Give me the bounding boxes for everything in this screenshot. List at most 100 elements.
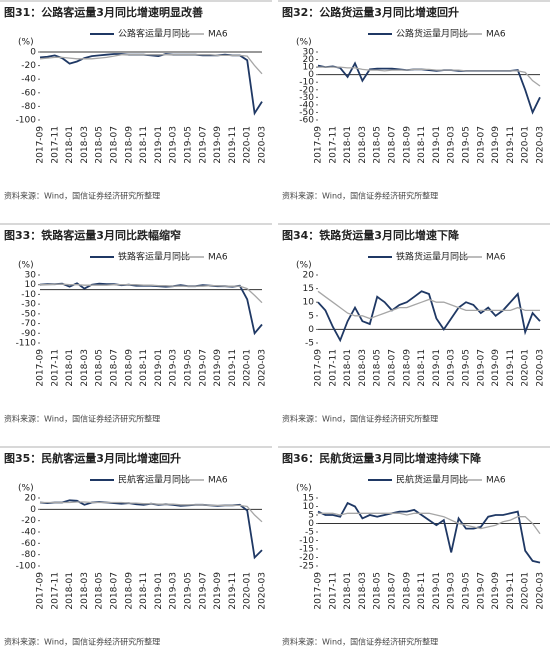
x-tick-label: 2018-09: [402, 126, 412, 164]
source-note: 资料来源：Wind，国信证券经济研究所整理: [4, 414, 160, 424]
x-tick-label: 2019-07: [476, 572, 486, 610]
y-tick-label: 30: [25, 271, 37, 281]
x-tick-label: 2018-01: [65, 572, 75, 610]
series-line: [39, 54, 263, 75]
y-tick-label: -10: [21, 290, 36, 300]
x-tick-label: 2018-07: [110, 349, 120, 387]
y-tick-label: 15: [303, 494, 314, 504]
x-tick-label: 2018-09: [124, 572, 134, 610]
x-tick-label: 2018-03: [358, 349, 368, 387]
x-tick-label: 2020-01: [243, 349, 253, 387]
x-tick-label: 2018-01: [343, 572, 353, 610]
x-tick-label: 2018-09: [402, 572, 412, 610]
x-tick-label: 2017-11: [328, 572, 338, 610]
y-tick-label: -10: [299, 536, 314, 546]
x-tick-label: 2018-05: [95, 572, 105, 610]
x-tick-label: 2018-03: [80, 126, 90, 164]
legend-label: 公路货运量月同比: [396, 28, 468, 40]
series-line: [40, 501, 263, 523]
x-tick-label: 2019-07: [198, 572, 208, 610]
x-tick-label: 2019-01: [432, 572, 442, 610]
y-tick-label: 5: [308, 511, 314, 521]
y-tick-label: -70: [21, 319, 36, 329]
legend-label: 铁路货运量月同比: [396, 251, 468, 263]
y-tick-label: 15: [303, 284, 314, 294]
y-tick-label: -20: [299, 85, 314, 95]
y-tick-label: 10: [303, 298, 315, 308]
y-tick-label: -15: [299, 545, 314, 555]
y-tick-label: -80: [21, 102, 36, 112]
x-tick-label: 2019-05: [462, 349, 472, 387]
y-tick-label: 0: [308, 70, 314, 80]
x-tick-label: 2017-11: [50, 126, 60, 164]
x-tick-label: 2017-09: [314, 126, 324, 164]
x-tick-label: 2018-11: [417, 572, 427, 610]
x-tick-label: 2017-09: [314, 349, 324, 387]
y-tick-label: 20: [303, 55, 315, 65]
series-line: [40, 283, 263, 304]
y-tick-label: 0: [30, 505, 36, 515]
y-tick-label: 5: [308, 311, 314, 321]
source-note: 资料来源：Wind，国信证券经济研究所整理: [282, 414, 438, 424]
x-tick-label: 2019-11: [228, 126, 238, 164]
source-note: 资料来源：Wind，国信证券经济研究所整理: [4, 191, 160, 201]
x-tick-label: 2017-11: [328, 349, 338, 387]
x-tick-label: 2017-09: [314, 572, 324, 610]
chart-title: 图31：公路客运量3月同比增速明显改善: [4, 5, 203, 19]
x-tick-label: 2018-01: [65, 349, 75, 387]
x-tick-label: 2018-11: [417, 126, 427, 164]
x-tick-label: 2018-03: [80, 572, 90, 610]
y-axis-unit: (%): [18, 261, 34, 271]
y-tick-label: 10: [303, 502, 315, 512]
x-tick-label: 2020-01: [521, 572, 531, 610]
x-tick-label: 2017-09: [36, 572, 46, 610]
y-axis-unit: (%): [296, 38, 312, 48]
x-tick-label: 2019-09: [213, 349, 223, 387]
y-tick-label: 0: [308, 519, 314, 529]
y-tick-label: -20: [21, 516, 36, 526]
chart-title: 图36：民航货运量3月同比增速持续下降: [282, 451, 482, 465]
x-tick-label: 2018-07: [388, 572, 398, 610]
x-tick-label: 2019-03: [447, 572, 457, 610]
x-tick-label: 2018-05: [95, 349, 105, 387]
x-tick-label: 2019-05: [462, 572, 472, 610]
x-tick-label: 2020-03: [258, 126, 268, 164]
x-tick-label: 2017-11: [50, 349, 60, 387]
x-tick-label: 2019-11: [506, 126, 516, 164]
x-tick-label: 2019-01: [154, 572, 164, 610]
chart-panel: 图32：公路货运量3月同比增速回升 (%) -60-50-40-30-20-1001…: [278, 0, 550, 201]
source-note: 资料来源：Wind，国信证券经济研究所整理: [282, 637, 438, 647]
x-tick-label: 2018-07: [388, 126, 398, 164]
x-tick-label: 2019-05: [462, 126, 472, 164]
series-line: [317, 290, 541, 343]
x-tick-label: 2017-09: [36, 126, 46, 164]
x-tick-label: 2018-07: [110, 126, 120, 164]
y-tick-label: -40: [21, 75, 36, 85]
x-tick-label: 2018-01: [343, 349, 353, 387]
y-axis-unit: (%): [18, 38, 34, 48]
x-tick-label: 2019-11: [228, 572, 238, 610]
x-tick-label: 2020-01: [243, 126, 253, 164]
x-tick-label: 2018-07: [110, 572, 120, 610]
x-tick-label: 2018-01: [65, 126, 75, 164]
legend-label: MA6: [486, 253, 506, 263]
y-tick-label: -30: [21, 300, 36, 310]
legend-label: MA6: [486, 476, 506, 486]
x-tick-label: 2019-09: [213, 126, 223, 164]
x-tick-label: 2018-03: [358, 572, 368, 610]
x-tick-label: 2019-11: [506, 572, 516, 610]
x-tick-label: 2019-03: [169, 349, 179, 387]
x-tick-label: 2019-07: [198, 126, 208, 164]
x-tick-label: 2018-09: [124, 349, 134, 387]
chart-title: 图35：民航客运量3月同比增速回升: [4, 451, 181, 465]
x-tick-label: 2019-11: [228, 349, 238, 387]
x-tick-label: 2018-11: [139, 126, 149, 164]
x-tick-label: 2019-09: [213, 572, 223, 610]
series-line: [318, 512, 541, 535]
x-tick-label: 2019-07: [476, 349, 486, 387]
y-tick-label: -100: [16, 562, 37, 572]
legend-label: MA6: [486, 30, 506, 40]
x-tick-label: 2019-09: [491, 349, 501, 387]
y-tick-label: -110: [16, 339, 37, 349]
